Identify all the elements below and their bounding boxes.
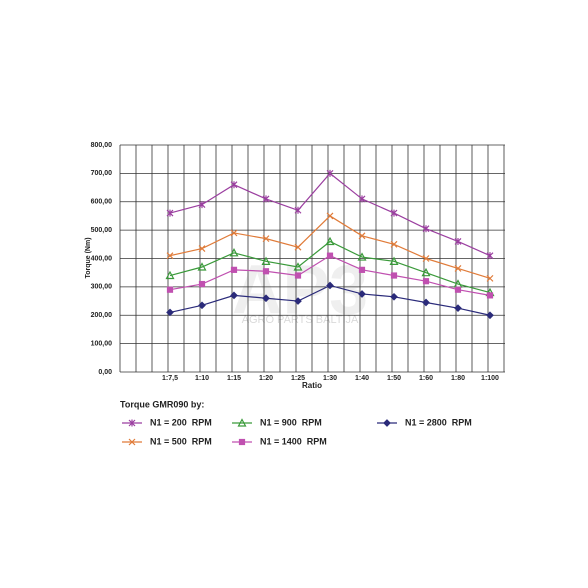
legend-label: N1 = 1400 RPM [260, 436, 327, 446]
legend-marker [128, 438, 136, 446]
point [166, 252, 174, 260]
legend-marker [237, 418, 247, 427]
y-tick-label: 600,00 [91, 199, 113, 206]
point [198, 201, 206, 209]
point [326, 169, 334, 177]
point [261, 256, 271, 265]
point [390, 240, 398, 248]
point [326, 281, 334, 290]
point [390, 272, 398, 279]
point [326, 252, 334, 259]
y-tick-label: 500,00 [91, 227, 113, 234]
point [325, 236, 335, 246]
point [165, 270, 175, 280]
x-tick-label: 1:50 [387, 375, 401, 382]
point [486, 252, 494, 260]
point [166, 209, 174, 217]
point [294, 206, 302, 214]
point [230, 181, 238, 189]
point [198, 301, 206, 310]
point [486, 311, 494, 320]
y-axis-label: Torque (Nm) [85, 237, 92, 278]
legend-label: N1 = 500 RPM [150, 436, 212, 446]
point [229, 248, 239, 257]
point [262, 268, 270, 275]
legend-marker [128, 419, 136, 427]
point [422, 298, 430, 307]
point [357, 252, 367, 261]
point [198, 280, 206, 288]
point [454, 304, 462, 313]
point [358, 195, 366, 203]
watermark-text: AGRO PARTS BALTIJA [242, 314, 359, 326]
legend-label: N1 = 900 RPM [260, 417, 322, 427]
line [169, 172, 491, 257]
y-tick-label: 300,00 [91, 284, 113, 291]
point [326, 212, 334, 220]
point [358, 232, 366, 240]
point [293, 262, 303, 271]
point [358, 290, 366, 298]
y-tick-label: 700,00 [91, 170, 113, 177]
point [454, 286, 462, 293]
y-tick-label: 200,00 [91, 312, 113, 319]
legend-label: N1 = 2800 RPM [405, 417, 472, 427]
point [197, 262, 207, 271]
legend-marker [383, 419, 391, 427]
x-tick-label: 1:100 [481, 375, 499, 382]
point [422, 225, 430, 233]
point [454, 265, 462, 272]
point [389, 256, 399, 265]
y-tick-label: 800,00 [91, 142, 113, 149]
legend-title: Torque GMR090 by: [120, 399, 204, 409]
point [390, 292, 398, 301]
point [422, 255, 430, 262]
x-tick-label: 1:7,5 [162, 375, 178, 382]
point [390, 209, 398, 217]
point [422, 278, 430, 285]
point [166, 286, 174, 293]
point [230, 266, 238, 273]
point [262, 195, 270, 203]
point [262, 235, 270, 243]
point [262, 294, 270, 303]
point [294, 297, 302, 305]
x-tick-label: 1:15 [227, 375, 241, 382]
point [166, 308, 174, 317]
line [169, 240, 491, 294]
point [230, 229, 238, 237]
y-tick-label: 0,00 [98, 369, 112, 376]
legend-marker [238, 438, 246, 446]
point [486, 274, 494, 282]
point [294, 272, 302, 279]
point [230, 291, 238, 300]
x-tick-label: 1:80 [451, 375, 465, 382]
x-tick-label: 1:10 [195, 375, 209, 382]
x-tick-label: 1:25 [291, 375, 305, 382]
point [486, 292, 494, 299]
x-tick-label: 1:30 [323, 375, 337, 382]
x-tick-label: 1:40 [355, 375, 369, 382]
x-axis-label: Ratio [302, 381, 322, 390]
legend-label: N1 = 200 RPM [150, 417, 212, 427]
point [454, 237, 462, 245]
point [198, 245, 206, 252]
x-tick-label: 1:20 [259, 375, 273, 382]
point [421, 267, 431, 277]
y-tick-label: 400,00 [91, 255, 113, 262]
y-tick-label: 100,00 [91, 340, 113, 347]
point [294, 243, 302, 251]
x-tick-label: 1:60 [419, 375, 433, 382]
point [358, 266, 366, 273]
